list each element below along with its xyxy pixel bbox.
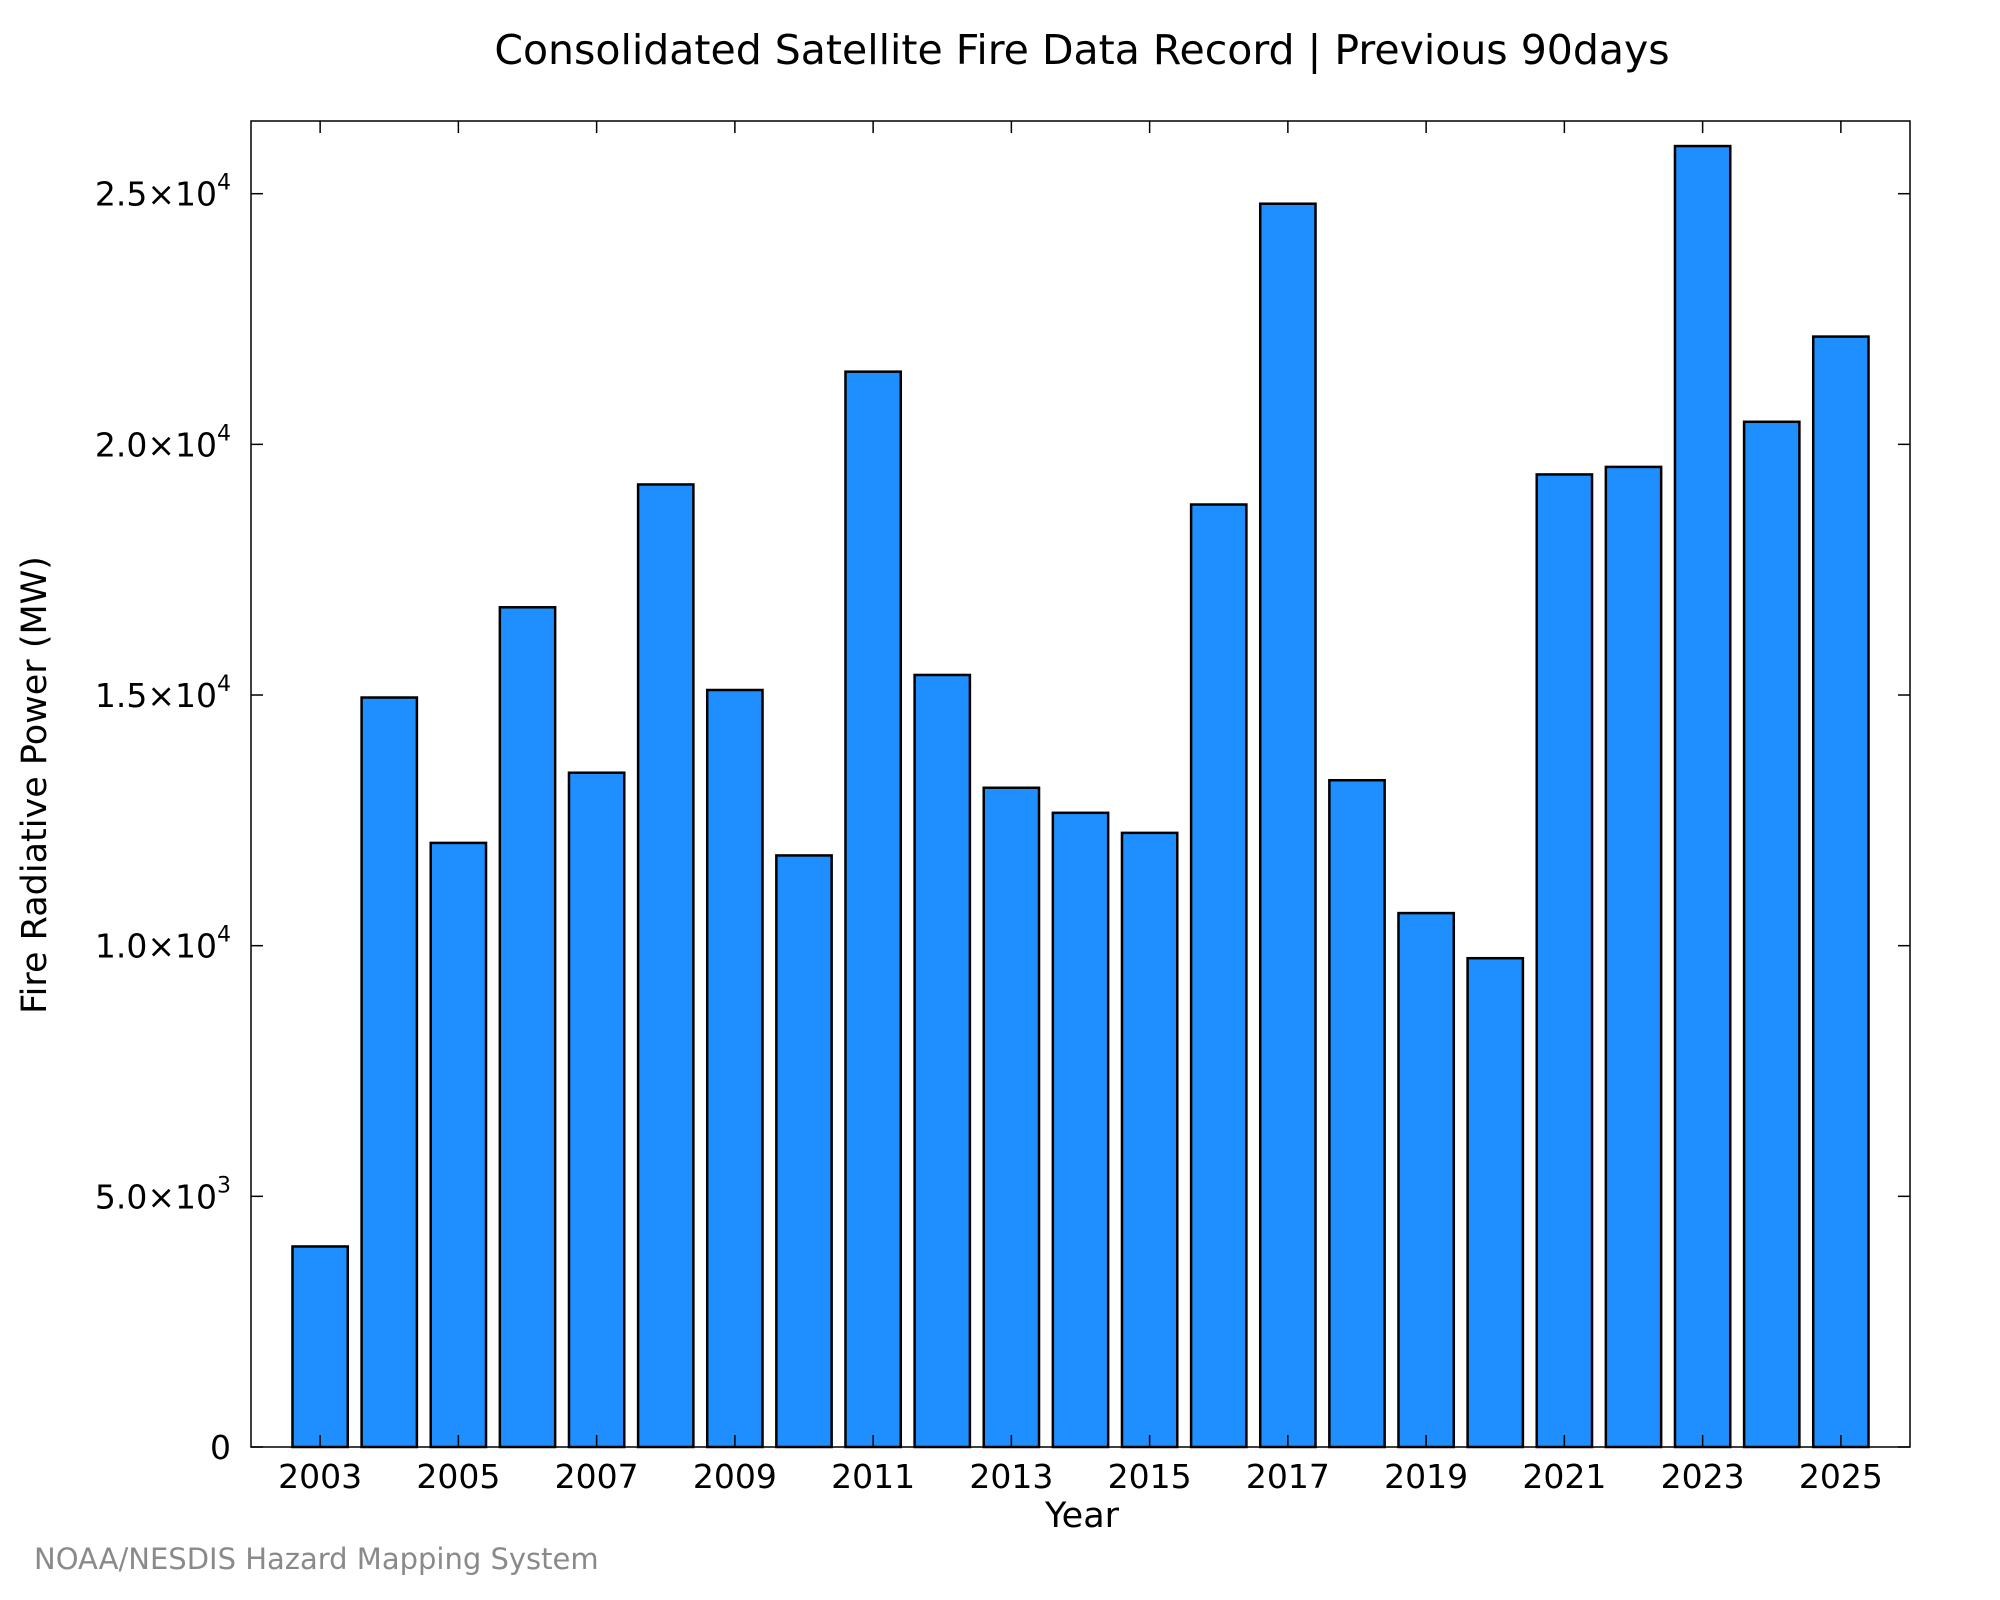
bar-2025 (1811, 335, 1870, 1449)
bar-2013 (982, 786, 1041, 1449)
x-axis-label: Year (1044, 1496, 1120, 1536)
x-tick-label-2021: 2021 (1522, 1457, 1606, 1496)
bar-2015 (1120, 831, 1179, 1449)
x-tick-label-2019: 2019 (1384, 1457, 1468, 1496)
y-tick-label-0: 0 (210, 1428, 231, 1467)
bar-2017 (1258, 202, 1317, 1449)
x-tick-label-2015: 2015 (1108, 1457, 1192, 1496)
credit-text: NOAA/NESDIS Hazard Mapping System (34, 1542, 599, 1576)
x-tick-labels: 2003 2005 2007 2009 2011 2013 2015 2017 2019 2021… (278, 1457, 1883, 1496)
bar-2020 (1466, 956, 1525, 1449)
chart-title: Consolidated Satellite Fire Data Record … (494, 26, 1669, 74)
x-tick-label-2013: 2013 (969, 1457, 1053, 1496)
x-tick-label-2017: 2017 (1246, 1457, 1330, 1496)
bar-2004 (360, 696, 419, 1449)
bar-2009 (705, 688, 764, 1449)
plot-frame (250, 120, 1911, 1448)
y-axis-label: Fire Radiative Power (MW) (15, 556, 55, 1014)
bar-2008 (636, 483, 695, 1449)
bar-2024 (1742, 420, 1801, 1449)
x-tick-label-2009: 2009 (693, 1457, 777, 1496)
x-tick-label-2007: 2007 (555, 1457, 639, 1496)
bar-2005 (429, 841, 488, 1449)
x-tick-label-2003: 2003 (278, 1457, 362, 1496)
bar-2007 (567, 771, 626, 1449)
y-tick-label-15000: 1.5×104 (95, 672, 231, 715)
bar-2014 (1051, 811, 1110, 1449)
y-tick-label-5000: 5.0×103 (95, 1173, 231, 1216)
y-tick-labels: 0 5.0×103 1.0×104 1.5×104 2.0×104 2.5×104 (95, 171, 231, 1467)
x-tick-label-2025: 2025 (1799, 1457, 1883, 1496)
bar-2011 (844, 370, 903, 1449)
y-tick-label-25000: 2.5×104 (95, 171, 231, 214)
bar-2023 (1673, 144, 1732, 1449)
bar-2022 (1604, 465, 1663, 1449)
y-tick-label-20000: 2.0×104 (95, 421, 231, 464)
bar-2010 (775, 854, 833, 1449)
y-tick-label-10000: 1.0×104 (95, 923, 231, 966)
x-tick-label-2005: 2005 (416, 1457, 500, 1496)
bar-2019 (1397, 911, 1456, 1449)
bar-2018 (1328, 778, 1386, 1449)
bar-2012 (913, 673, 972, 1449)
ticks-group (251, 121, 1910, 1448)
bar-2016 (1189, 503, 1248, 1449)
x-tick-label-2011: 2011 (831, 1457, 915, 1496)
bars-group (291, 144, 1870, 1449)
x-tick-label-2023: 2023 (1661, 1457, 1745, 1496)
bar-2003 (291, 1245, 350, 1449)
bar-2021 (1535, 473, 1594, 1449)
bar-2006 (498, 606, 557, 1449)
